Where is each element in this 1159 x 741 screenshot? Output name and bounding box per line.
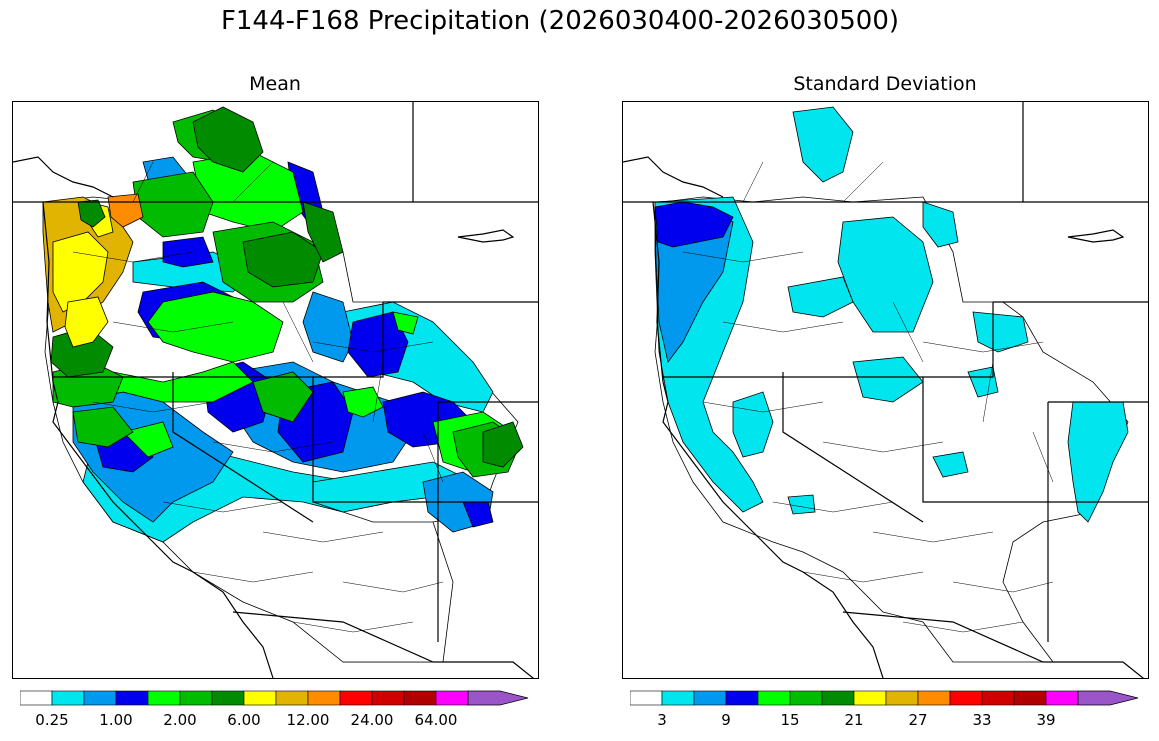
basin-darkgreen-1 [192,106,264,173]
mean-precip-map [13,102,538,678]
colorbar-std [629,690,1150,710]
colorbar-mean [19,690,540,710]
std-precip-map [623,102,1148,678]
colorbar-tick-label: 64.00 [414,711,458,729]
lake [1067,229,1125,243]
colorbar-swatch [693,690,727,706]
colorbar-tick-label: 6.00 [227,711,261,729]
border-lines [53,102,538,678]
colorbar-swatch [725,690,759,706]
basin-darkgreen-6 [77,199,106,228]
colorbar-swatch [435,690,469,706]
basin-darkgreen-4 [482,421,524,468]
basin-cyan-sw [732,391,774,458]
colorbar-swatch [211,690,245,706]
colorbar-swatch [115,690,149,706]
basin-lime-7 [122,421,174,458]
colorbar-tick-label: 3 [657,711,667,729]
colorbar-tick-label: 24.00 [350,711,394,729]
colorbar-tick-label: 2.00 [163,711,197,729]
basin-lines [72,161,444,633]
colorbar-swatch [403,690,437,706]
colorbar-swatch [275,690,309,706]
basin-yellow-2 [64,296,109,348]
colorbar-swatch [629,690,663,706]
basin-darkgreen-3 [242,231,324,288]
colorbar-swatch [19,690,53,706]
colorbar-swatch [661,690,695,706]
lake [457,229,515,243]
panel-title-mean: Mean [249,73,301,95]
colorbar-swatch [339,690,373,706]
basin-cyan-mid4 [932,451,969,478]
colorbar-tick-label: 39 [1036,711,1056,729]
coastline [623,156,884,678]
basin-cyan-north [792,106,854,183]
colorbar-swatch [83,690,117,706]
colorbar-tick-label: 27 [908,711,928,729]
colorbar-swatch [757,690,791,706]
border-lines [663,102,1148,678]
colorbar-tick-label: 1.00 [99,711,133,729]
colorbar-swatch [949,690,983,706]
colorbar-tick-label: 12.00 [286,711,330,729]
basin-yellow-1 [52,231,109,313]
colorbar-swatch [821,690,855,706]
colorbar-extend-arrow [1077,690,1139,706]
colorbar-swatch [885,690,919,706]
basin-lines [682,161,1054,633]
colorbar-swatch [371,690,405,706]
colorbar-swatch [789,690,823,706]
basin-cyan-mid [837,216,934,333]
panel-title-std: Standard Deviation [793,73,977,95]
map-panel-mean [12,101,539,679]
map-panel-std [622,101,1149,679]
colorbar-tick-label: 33 [972,711,992,729]
colorbar-swatch [179,690,213,706]
basin-green-7 [72,406,134,448]
basin-cyan-far-east [1067,401,1129,523]
colorbar-extend-arrow [467,690,529,706]
basin-lime-6 [392,311,419,335]
colorbar-mean-svg [19,690,529,706]
colorbar-swatch [853,690,887,706]
basin-sky-3 [302,291,354,363]
colorbar-swatch [243,690,277,706]
colorbar-swatch [917,690,951,706]
basin-lime-2 [147,291,284,363]
basin-darkgreen-5 [302,201,344,263]
basin-blue-8 [162,236,214,268]
basin-cyan-mid2 [787,276,854,318]
colorbar-std-svg [629,690,1139,706]
basin-blue-coast [654,201,734,248]
basin-lime-5 [342,386,384,418]
colorbar-swatch [1013,690,1047,706]
colorbar-tick-label: 0.25 [35,711,69,729]
colorbar-tick-label: 21 [844,711,864,729]
basin-cyan-mid3 [852,356,924,403]
colorbar-swatch [147,690,181,706]
coastline [13,156,274,678]
colorbar-tick-label: 15 [780,711,800,729]
basin-cyan-east [922,201,959,248]
colorbar-swatch [981,690,1015,706]
colorbar-tick-label: 9 [721,711,731,729]
basin-cyan-s [787,494,816,515]
colorbar-swatch [51,690,85,706]
basin-green-4 [252,371,314,423]
figure-title: F144-F168 Precipitation (2026030400-2026… [220,6,900,36]
basin-cyan-east3 [967,366,999,398]
colorbar-swatch [1045,690,1079,706]
colorbar-swatch [307,690,341,706]
